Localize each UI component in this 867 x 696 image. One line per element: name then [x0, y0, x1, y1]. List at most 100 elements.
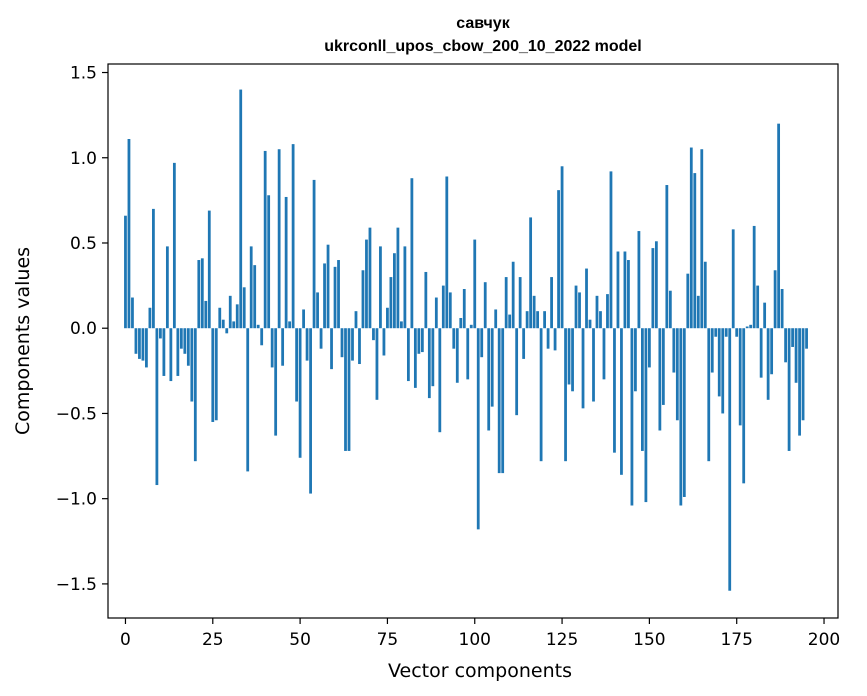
bar — [459, 317, 463, 329]
bar — [661, 328, 665, 405]
x-tick-label: 75 — [377, 630, 399, 650]
bar — [298, 328, 302, 458]
bar — [445, 176, 449, 329]
bar — [431, 328, 435, 387]
bar — [211, 328, 215, 422]
bar — [361, 270, 365, 329]
x-tick-label: 100 — [459, 630, 491, 650]
bar — [190, 328, 194, 402]
bar — [501, 328, 505, 474]
bar — [602, 328, 606, 380]
bar — [434, 297, 438, 329]
bar — [302, 309, 305, 329]
bar — [193, 328, 197, 462]
bar — [134, 328, 138, 354]
bar — [805, 328, 808, 349]
bar — [707, 328, 711, 462]
bar — [609, 171, 613, 329]
bar — [218, 307, 222, 329]
bar — [253, 265, 257, 329]
bar — [448, 292, 452, 329]
bar — [410, 178, 414, 329]
bar — [358, 328, 361, 365]
bar — [616, 251, 620, 329]
bar — [766, 328, 770, 400]
bar — [291, 144, 295, 329]
bar — [305, 328, 309, 361]
bar — [466, 328, 470, 380]
bar — [717, 328, 721, 397]
bar — [281, 328, 285, 366]
bar — [672, 328, 676, 373]
bar — [595, 295, 599, 329]
bar — [347, 328, 351, 451]
bar — [630, 328, 634, 506]
bar — [263, 150, 267, 329]
bar — [148, 307, 152, 329]
bar — [532, 295, 536, 329]
bar — [679, 328, 683, 506]
y-tick-label: 0.0 — [70, 319, 97, 339]
bar — [337, 260, 340, 329]
bar — [179, 328, 183, 349]
bar — [651, 248, 655, 329]
bar — [455, 328, 459, 383]
bar — [567, 328, 571, 385]
y-tick-label: 1.5 — [70, 64, 97, 84]
y-tick-label: −1.5 — [56, 575, 97, 595]
bar — [235, 304, 239, 329]
bar — [710, 328, 714, 373]
bar — [406, 328, 410, 382]
bar — [574, 285, 578, 329]
bar — [487, 328, 491, 431]
bar — [326, 244, 330, 329]
bar — [330, 328, 333, 370]
y-tick-label: −1.0 — [56, 490, 97, 510]
bar — [721, 328, 725, 414]
bar — [344, 328, 347, 451]
bar — [204, 300, 208, 329]
bar — [316, 292, 319, 329]
bar — [539, 328, 543, 462]
bar — [225, 328, 229, 334]
bar — [703, 261, 707, 329]
bar — [668, 290, 672, 329]
bar — [277, 149, 281, 329]
bar — [382, 328, 386, 356]
bar — [207, 210, 211, 329]
bar — [522, 328, 526, 359]
bar — [183, 328, 187, 354]
x-tick-label: 25 — [202, 630, 224, 650]
bar — [340, 328, 344, 358]
x-tick-label: 150 — [633, 630, 665, 650]
bar — [375, 328, 379, 400]
bar — [319, 328, 323, 349]
bar — [295, 328, 299, 402]
bar — [613, 328, 616, 453]
bar — [333, 266, 337, 329]
bar — [221, 319, 225, 329]
bar — [634, 328, 637, 392]
bar — [546, 328, 550, 349]
bar — [469, 324, 473, 329]
bar — [186, 328, 190, 366]
bar — [525, 311, 529, 329]
bar — [798, 328, 801, 436]
bar — [323, 263, 326, 329]
y-tick-label: −0.5 — [56, 404, 97, 424]
bar — [665, 185, 669, 329]
bar — [787, 328, 791, 451]
bar — [689, 147, 693, 329]
bar — [550, 277, 553, 329]
bar — [588, 319, 592, 329]
bar — [200, 258, 204, 329]
bar — [124, 215, 127, 329]
y-ticks: 1.5 1.0 0.5 0.0 −0.5 −1.0 −1.5 — [56, 64, 108, 595]
bars-group — [124, 89, 808, 591]
bar — [658, 328, 662, 431]
bar — [745, 326, 749, 329]
bar — [354, 311, 358, 329]
bar — [564, 328, 567, 462]
bar — [585, 268, 588, 329]
